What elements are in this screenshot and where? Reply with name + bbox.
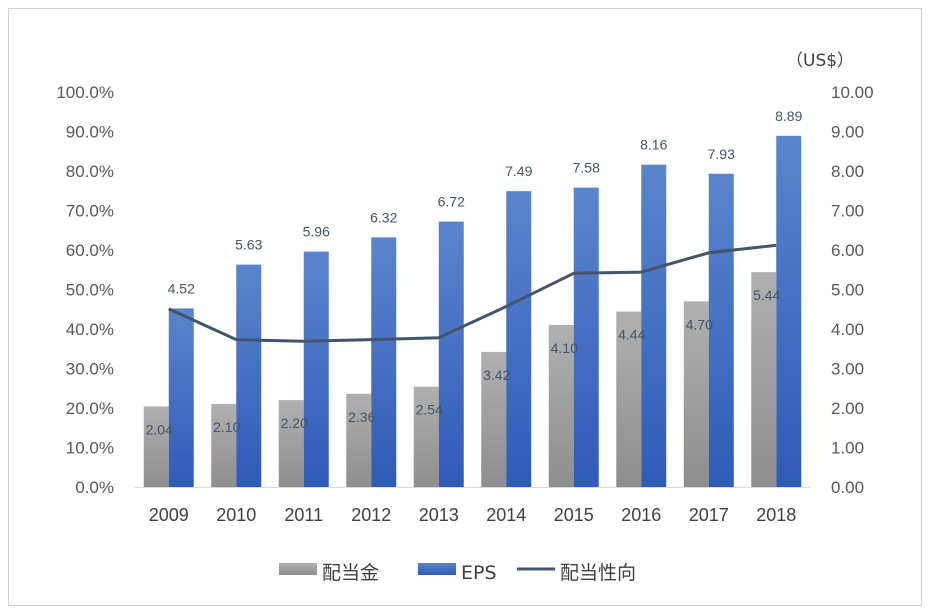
left-axis-tick: 90.0% <box>66 123 114 142</box>
x-axis-tick: 2014 <box>486 505 526 525</box>
bar-dividend <box>413 386 439 487</box>
left-axis-tick: 20.0% <box>66 399 114 418</box>
left-axis-tick: 80.0% <box>66 162 114 181</box>
bar-dividend <box>143 406 169 487</box>
bar-eps <box>506 191 532 487</box>
bar-dividend <box>481 351 507 487</box>
x-axis-tick: 2012 <box>351 505 391 525</box>
right-axis-tick: 3.00 <box>831 360 864 379</box>
right-axis-tick: 2.00 <box>831 399 864 418</box>
bar-dividend <box>211 404 237 487</box>
x-axis-tick: 2009 <box>149 505 189 525</box>
bar-eps <box>371 237 397 487</box>
right-axis-tick: 9.00 <box>831 123 864 142</box>
x-axis-tick: 2017 <box>689 505 729 525</box>
x-axis-tick: 2013 <box>419 505 459 525</box>
legend-label-payout: 配当性向 <box>560 562 636 584</box>
right-axis-tick: 5.00 <box>831 281 864 300</box>
bar-dividend <box>751 272 777 487</box>
x-axis-tick: 2011 <box>284 505 323 525</box>
bar-eps <box>776 135 802 487</box>
left-axis-tick: 10.0% <box>66 439 114 458</box>
right-axis-tick: 10.00 <box>831 83 874 102</box>
legend-swatch-dividend <box>279 563 317 575</box>
left-axis-tick: 70.0% <box>66 202 114 221</box>
left-axis-tick: 100.0% <box>56 83 114 102</box>
dividend-data-label: 2.54 <box>416 402 443 418</box>
right-axis-tick: 0.00 <box>831 478 864 497</box>
dividend-data-label: 2.04 <box>146 421 173 437</box>
eps-data-label: 6.32 <box>370 209 397 225</box>
dividend-data-label: 5.44 <box>753 287 780 303</box>
right-axis-tick: 8.00 <box>831 162 864 181</box>
left-axis-tick: 50.0% <box>66 281 114 300</box>
legend-label-dividend: 配当金 <box>322 562 379 584</box>
bar-eps <box>236 264 262 487</box>
bar-eps <box>438 221 464 487</box>
right-axis-tick: 4.00 <box>831 320 864 339</box>
bar-dividend <box>346 393 372 487</box>
x-axis-tick: 2015 <box>554 505 594 525</box>
eps-data-label: 6.72 <box>438 194 465 210</box>
right-axis-tick: 7.00 <box>831 202 864 221</box>
eps-data-label: 8.16 <box>640 137 667 153</box>
right-axis-tick: 1.00 <box>831 439 864 458</box>
x-axis-tick: 2010 <box>216 505 256 525</box>
dividend-data-label: 2.10 <box>213 419 240 435</box>
bar-eps <box>708 173 734 487</box>
left-axis-tick: 30.0% <box>66 360 114 379</box>
left-axis-tick: 40.0% <box>66 320 114 339</box>
bar-eps <box>168 308 194 487</box>
right-axis-tick: 6.00 <box>831 241 864 260</box>
dividend-data-label: 3.42 <box>483 367 510 383</box>
left-axis-tick: 0.0% <box>75 478 114 497</box>
dividend-data-label: 2.20 <box>281 415 308 431</box>
legend-label-eps: EPS <box>461 562 497 584</box>
bar-eps <box>641 164 667 487</box>
dividend-data-label: 4.70 <box>686 316 713 332</box>
legend-swatch-eps <box>418 563 456 575</box>
eps-data-label: 5.63 <box>235 237 262 253</box>
dividend-data-label: 4.44 <box>618 327 645 343</box>
eps-data-label: 7.93 <box>708 146 735 162</box>
eps-data-label: 4.52 <box>168 280 195 296</box>
dividend-data-label: 4.10 <box>551 340 578 356</box>
bar-dividend <box>278 400 304 487</box>
bar-dividend <box>548 325 574 487</box>
eps-data-label: 5.96 <box>303 224 330 240</box>
bar-dividend <box>683 301 709 487</box>
bar-eps <box>303 251 329 487</box>
eps-data-label: 7.58 <box>573 160 600 176</box>
line-payout-ratio <box>168 243 777 343</box>
x-axis-tick: 2016 <box>621 505 661 525</box>
dividend-data-label: 2.36 <box>348 409 375 425</box>
eps-data-label: 7.49 <box>505 163 532 179</box>
right-axis-unit: （US$） <box>786 51 854 71</box>
x-axis-tick: 2018 <box>756 505 796 525</box>
eps-data-label: 8.89 <box>775 108 802 124</box>
bar-dividend <box>616 311 642 487</box>
bar-eps <box>573 187 599 487</box>
left-axis-tick: 60.0% <box>66 241 114 260</box>
